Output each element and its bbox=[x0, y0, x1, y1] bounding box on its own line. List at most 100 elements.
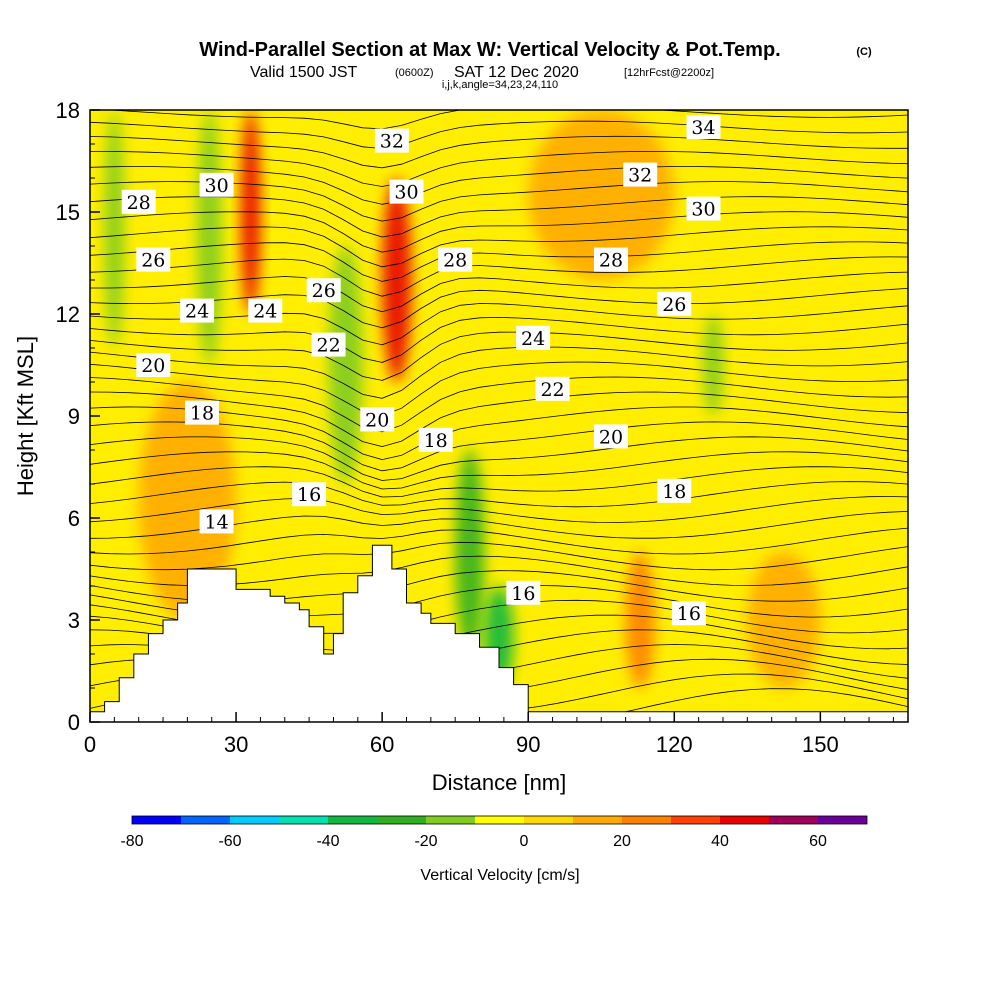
w-feature bbox=[703, 314, 723, 416]
isentrope-line bbox=[90, 316, 908, 363]
isentrope-line bbox=[90, 451, 908, 490]
isentrope-label-text: 28 bbox=[443, 250, 467, 272]
y-tick-label: 0 bbox=[68, 710, 80, 735]
colorbar-segment bbox=[377, 816, 426, 824]
isentrope-label-text: 24 bbox=[521, 328, 545, 350]
isentrope-line bbox=[90, 135, 908, 169]
isentrope-label-text: 20 bbox=[599, 426, 623, 448]
isentrope-label-box bbox=[657, 478, 692, 503]
chart-title: Wind-Parallel Section at Max W: Vertical… bbox=[199, 39, 780, 61]
w-feature bbox=[197, 110, 222, 365]
isentrope-line bbox=[104, 110, 908, 130]
valid-zulu: (0600Z) bbox=[395, 67, 434, 79]
isentrope-label: 18 bbox=[418, 427, 453, 452]
valid-date: SAT 12 Dec 2020 bbox=[454, 64, 579, 81]
isentrope-label-box bbox=[506, 580, 541, 605]
isentrope-label-text: 20 bbox=[141, 355, 165, 377]
colorbar-segment bbox=[475, 816, 524, 824]
isentrope-label-box bbox=[686, 115, 721, 139]
isentrope-label-text: 30 bbox=[691, 199, 715, 221]
isentrope-label-text: 26 bbox=[312, 280, 336, 302]
colorbar-segment bbox=[720, 816, 769, 824]
w-feature bbox=[747, 552, 821, 688]
x-tick-label: 90 bbox=[516, 732, 540, 757]
isentrope-label-box bbox=[418, 427, 453, 452]
w-feature bbox=[625, 552, 655, 688]
y-tick-label: 12 bbox=[56, 302, 80, 327]
grid-indices: i,j,k,angle=34,23,24,110 bbox=[442, 79, 558, 91]
isentrope-label-box bbox=[199, 509, 234, 534]
isentrope-label: 28 bbox=[438, 247, 473, 272]
isentrope-label-text: 30 bbox=[394, 182, 418, 204]
isentrope-label: 22 bbox=[311, 332, 346, 357]
vertical-velocity-field bbox=[104, 110, 821, 688]
isentrope-label-text: 32 bbox=[380, 131, 404, 153]
isentrope-label-text: 28 bbox=[127, 192, 151, 214]
isentrope-label-box bbox=[184, 400, 219, 425]
isentrope-label: 26 bbox=[306, 278, 341, 303]
y-tick-label: 15 bbox=[56, 200, 80, 225]
isentrope-line bbox=[90, 496, 908, 523]
isentrope-line bbox=[90, 541, 908, 571]
isentrope-label: 32 bbox=[623, 162, 658, 187]
isentrope-line bbox=[90, 166, 908, 205]
colorbar-tick-label: -20 bbox=[414, 833, 437, 850]
isentrope-line bbox=[90, 256, 908, 297]
colorbar-segment bbox=[573, 816, 622, 824]
isentrope-line bbox=[90, 226, 908, 268]
colorbar-tick-label: 40 bbox=[711, 833, 729, 850]
isentrope-label-box bbox=[199, 172, 234, 197]
copyright-mark: (C) bbox=[856, 46, 872, 58]
forecast-info: [12hrFcst@2200z] bbox=[624, 67, 714, 79]
isentrope-labels: 34 32 32 30 30 30 28 28 28 26 26 26 24 24 24 22 22 20 20 20… bbox=[121, 115, 721, 626]
isentrope-label-box bbox=[121, 189, 156, 214]
isentrope-label-text: 34 bbox=[691, 117, 715, 139]
isentrope-label-text: 18 bbox=[424, 430, 448, 452]
isentrope-label: 26 bbox=[657, 291, 692, 316]
isentrope-line bbox=[90, 481, 908, 508]
isentrope-label-box bbox=[438, 247, 473, 272]
isentrope-line bbox=[90, 150, 908, 187]
isentrope-label-text: 22 bbox=[540, 379, 564, 401]
colorbar-tick-label: -60 bbox=[218, 833, 241, 850]
isentrope-label-box bbox=[292, 482, 327, 507]
y-axis-label: Height [Kft MSL] bbox=[13, 336, 38, 496]
isentrope-label-text: 30 bbox=[205, 175, 229, 197]
colorbar-label: Vertical Velocity [cm/s] bbox=[420, 867, 579, 884]
colorbar-segment bbox=[132, 816, 181, 824]
isentrope-label-box bbox=[535, 376, 570, 401]
colorbar-segment bbox=[769, 816, 818, 824]
colorbar-segment bbox=[818, 816, 867, 824]
isentrope-line bbox=[90, 391, 908, 448]
y-tick-label: 18 bbox=[56, 98, 80, 123]
isentrope-label-text: 16 bbox=[677, 603, 701, 625]
isentrope-label-box bbox=[360, 407, 395, 432]
x-tick-label: 0 bbox=[84, 732, 96, 757]
x-tick-label: 150 bbox=[802, 732, 839, 757]
isentrope-label-text: 26 bbox=[662, 294, 686, 316]
isentrope-label-text: 24 bbox=[253, 301, 277, 323]
x-axis-label: Distance [nm] bbox=[432, 770, 567, 795]
isentrope-label: 24 bbox=[516, 325, 551, 350]
isentrope-label-text: 14 bbox=[205, 511, 229, 533]
isentrope-label: 30 bbox=[686, 196, 721, 221]
colorbar-tick-label: -40 bbox=[316, 833, 339, 850]
isentrope-label-text: 24 bbox=[185, 301, 209, 323]
isentrope-line bbox=[90, 120, 908, 149]
isentrope-line bbox=[90, 376, 908, 433]
w-feature bbox=[528, 110, 675, 280]
isentrope-label-box bbox=[136, 353, 171, 377]
colorbar-segment bbox=[230, 816, 279, 824]
isentrope-label: 26 bbox=[136, 247, 171, 272]
isentrope-label-box bbox=[248, 298, 283, 323]
w-feature bbox=[328, 246, 363, 484]
w-feature bbox=[455, 450, 485, 654]
isentrope-line bbox=[90, 466, 908, 498]
colorbar-segment bbox=[181, 816, 230, 824]
isentrope-label: 22 bbox=[535, 376, 570, 401]
isentrope-label-text: 32 bbox=[628, 165, 652, 187]
isentrope-line bbox=[90, 211, 908, 253]
isentrope-label-text: 16 bbox=[511, 583, 535, 605]
isentrope-label: 20 bbox=[136, 353, 171, 377]
